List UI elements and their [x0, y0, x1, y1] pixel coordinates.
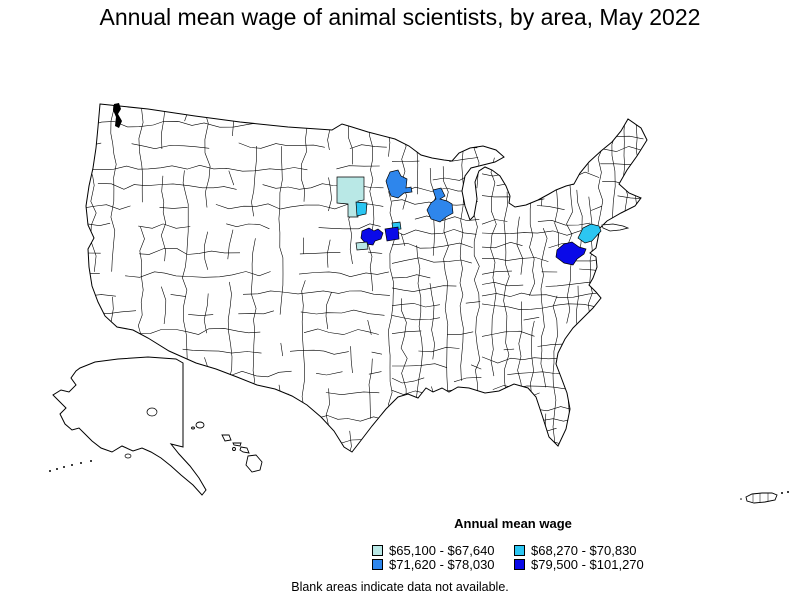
- legend-item-1: $65,100 - $67,640: [372, 543, 514, 558]
- legend-swatch-2: [514, 544, 525, 556]
- legend: Annual mean wage $65,100 - $67,640 $68,2…: [372, 516, 654, 572]
- legend-row-1: $65,100 - $67,640 $68,270 - $70,830: [372, 543, 654, 558]
- legend-heading: Annual mean wage: [454, 516, 572, 531]
- legend-item-2: $68,270 - $70,830: [514, 543, 637, 558]
- area-fargo-valley: [355, 201, 368, 217]
- long-island: [601, 223, 630, 232]
- lower48-outline: [85, 103, 648, 453]
- legend-label-2: $68,270 - $70,830: [531, 542, 637, 558]
- aleutian-islands: [49, 460, 92, 472]
- alaska: [49, 356, 207, 496]
- page-title: Annual mean wage of animal scientists, b…: [99, 4, 701, 30]
- legend-swatch-4: [514, 558, 525, 570]
- puerto-rico: [740, 491, 789, 504]
- legend-label-1: $65,100 - $67,640: [389, 542, 495, 558]
- area-central-minnesota: [385, 169, 413, 199]
- area-southwest-minnesota: [355, 241, 369, 251]
- puget-sound-icon: [113, 103, 122, 128]
- area-northeast-wisconsin: [426, 187, 454, 223]
- footnote: Blank areas indicate data not available.: [291, 580, 509, 594]
- legend-swatch-3: [372, 558, 383, 570]
- legend-label-3: $71,620 - $78,030: [389, 556, 495, 572]
- legend-item-3: $71,620 - $78,030: [372, 557, 514, 572]
- hawaii: [191, 421, 263, 473]
- legend-label-4: $79,500 - $101,270: [531, 556, 644, 572]
- legend-swatch-1: [372, 544, 383, 556]
- area-washington-baltimore: [555, 241, 587, 266]
- legend-item-4: $79,500 - $101,270: [514, 557, 644, 572]
- legend-row-2: $71,620 - $78,030 $79,500 - $101,270: [372, 557, 654, 572]
- area-south-minnesota-east: [384, 226, 400, 242]
- area-central-new-jersey: [577, 223, 602, 244]
- wage-areas: [336, 169, 602, 266]
